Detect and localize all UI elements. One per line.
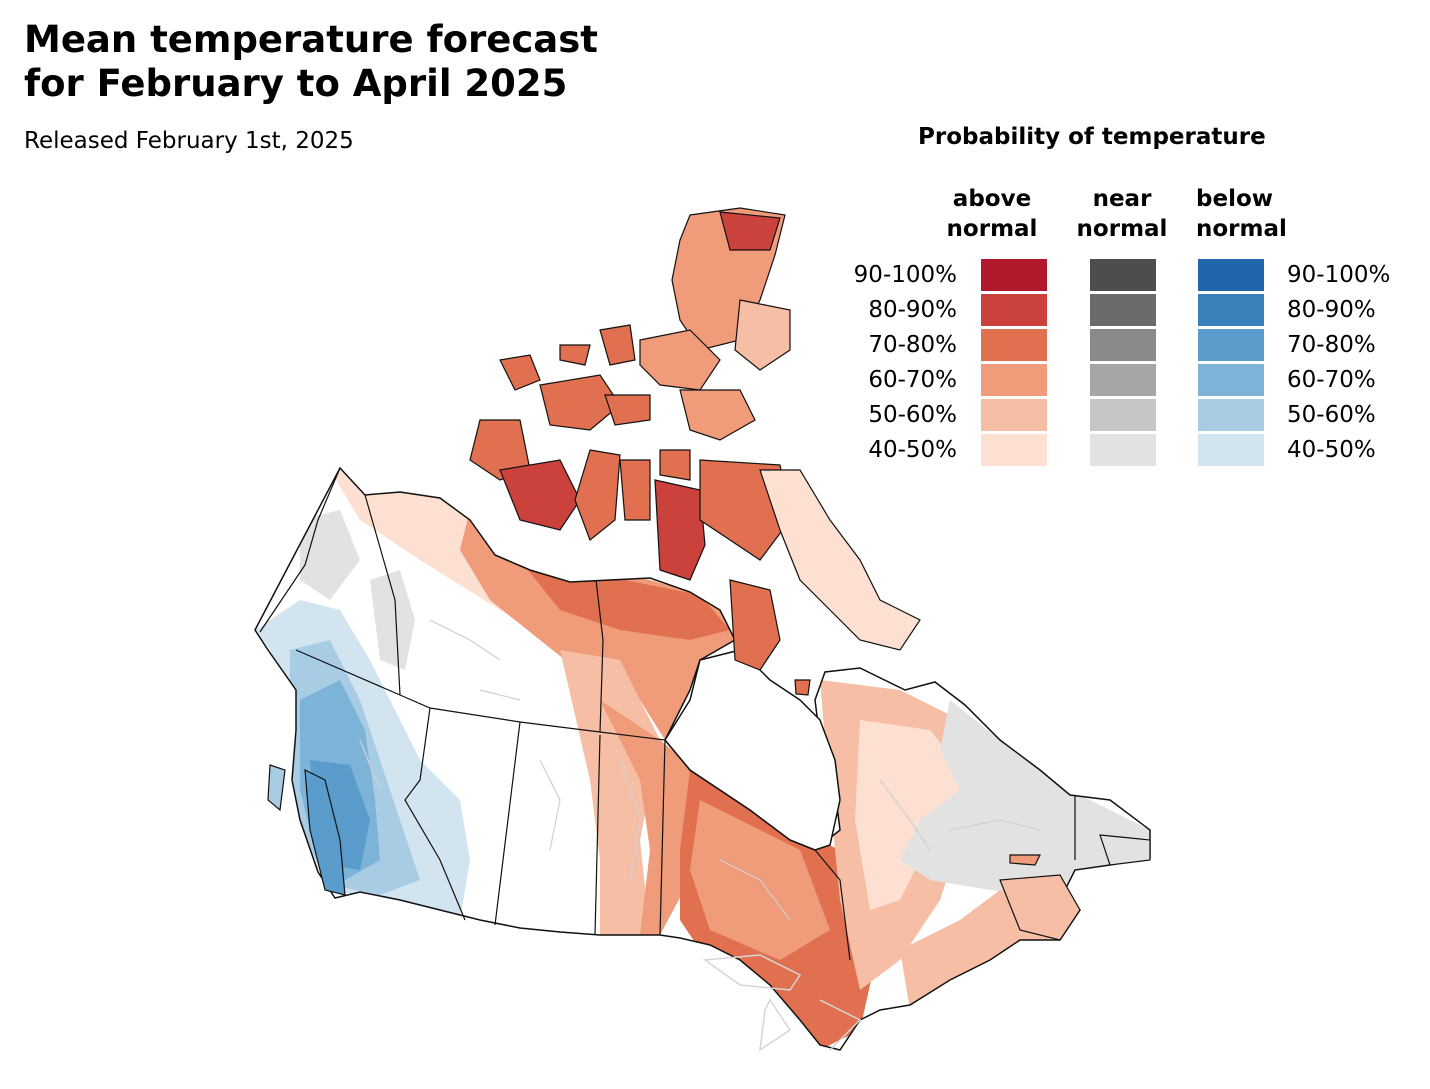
legend-swatch-above — [981, 399, 1047, 431]
legend-range-left: 40-50% — [868, 437, 957, 463]
legend-range-right: 80-90% — [1287, 297, 1376, 323]
great-lakes — [702, 954, 862, 1052]
legend-column-near-line1: near — [1092, 186, 1152, 212]
legend-swatch-above — [981, 364, 1047, 396]
legend-range-left: 60-70% — [868, 367, 957, 393]
legend-range-right: 60-70% — [1287, 367, 1376, 393]
legend-swatch-above — [981, 259, 1047, 291]
legend-column-above: above normal — [930, 184, 1054, 244]
arctic-islands — [267, 207, 1151, 941]
legend-column-below-line1: below — [1196, 186, 1273, 212]
legend-swatch-above — [981, 329, 1047, 361]
map-title: Mean temperature forecast for February t… — [24, 18, 598, 106]
legend-range-left: 70-80% — [868, 332, 957, 358]
legend-range-right: 50-60% — [1287, 402, 1376, 428]
legend-swatch-above — [981, 434, 1047, 466]
legend-column-above-line1: above — [952, 186, 1032, 212]
title-line-2: for February to April 2025 — [24, 62, 568, 105]
legend-swatch-near — [1090, 294, 1156, 326]
legend-swatch-below — [1198, 364, 1264, 396]
legend-title: Probability of temperature — [918, 124, 1266, 150]
legend-column-near: near normal — [1060, 184, 1184, 244]
legend-range-left: 80-90% — [868, 297, 957, 323]
legend-swatch-near — [1090, 434, 1156, 466]
legend-range-right: 90-100% — [1287, 262, 1391, 288]
legend-swatch-above — [981, 294, 1047, 326]
title-line-1: Mean temperature forecast — [24, 18, 598, 61]
legend-swatch-near — [1090, 364, 1156, 396]
legend-swatch-below — [1198, 294, 1264, 326]
legend-range-right: 40-50% — [1287, 437, 1376, 463]
lake-texture — [359, 619, 1041, 921]
legend-column-above-line2: normal — [946, 216, 1038, 242]
legend-swatch-near — [1090, 399, 1156, 431]
legend-range-right: 70-80% — [1287, 332, 1376, 358]
legend-range-left: 90-100% — [853, 262, 957, 288]
provincial-borders — [259, 467, 1076, 961]
legend-range-left: 50-60% — [868, 402, 957, 428]
legend-swatch-near — [1090, 259, 1156, 291]
legend-column-near-line2: normal — [1076, 216, 1168, 242]
legend-swatch-below — [1198, 329, 1264, 361]
hudson-bay — [664, 649, 841, 851]
legend-column-below-line2: normal — [1196, 216, 1287, 242]
legend-swatch-below — [1198, 434, 1264, 466]
release-date: Released February 1st, 2025 — [24, 128, 354, 154]
probability-shading — [255, 470, 1150, 1050]
legend-swatch-below — [1198, 399, 1264, 431]
legend-column-below: below normal — [1196, 184, 1306, 244]
legend-swatch-near — [1090, 329, 1156, 361]
legend-swatch-below — [1198, 259, 1264, 291]
